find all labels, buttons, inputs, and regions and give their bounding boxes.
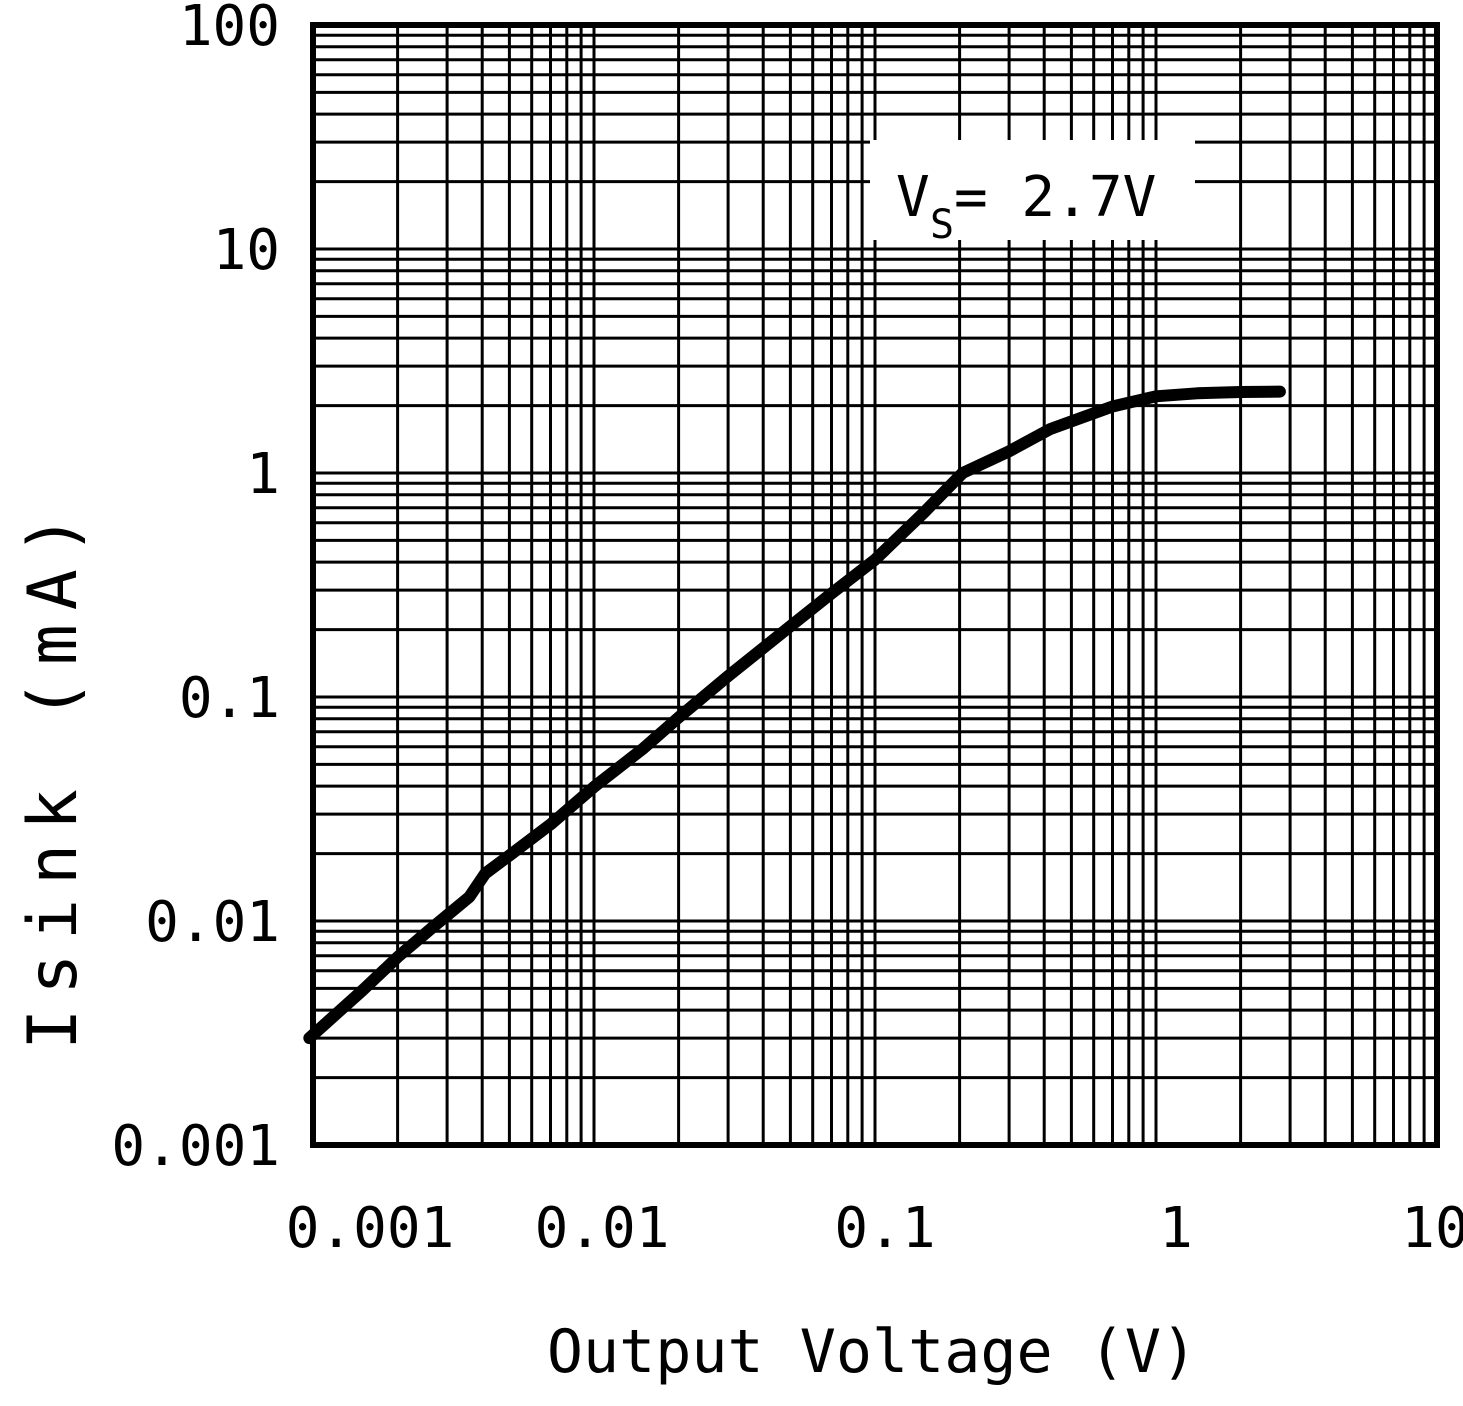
x-tick-label: 0.01 bbox=[535, 1196, 670, 1261]
y-axis-tick-labels: 0.001 0.01 0.1 1 10 100 bbox=[111, 0, 280, 1179]
x-tick-label: 10 bbox=[1401, 1196, 1463, 1261]
y-tick-label: 0.001 bbox=[111, 1114, 280, 1179]
y-tick-label: 100 bbox=[179, 0, 280, 59]
x-axis-title: Output Voltage (V) bbox=[547, 1317, 1197, 1387]
y-axis-title: Isink (mA) bbox=[14, 500, 93, 1049]
y-tick-label: 1 bbox=[246, 442, 280, 507]
x-tick-label: 0.1 bbox=[834, 1196, 935, 1261]
annotation-value: = 2.7V bbox=[954, 165, 1156, 230]
annotation-variable: V bbox=[896, 165, 930, 230]
y-tick-label: 0.01 bbox=[145, 890, 280, 955]
x-tick-label: 1 bbox=[1159, 1196, 1193, 1261]
x-tick-label: 0.001 bbox=[286, 1196, 455, 1261]
y-tick-label: 10 bbox=[213, 218, 280, 283]
annotation-background bbox=[870, 140, 1195, 240]
data-curve bbox=[303, 385, 1286, 1045]
y-tick-label: 0.1 bbox=[179, 666, 280, 731]
annotation-subscript: S bbox=[930, 202, 954, 248]
annotation-vs-label: V S = 2.7V bbox=[870, 140, 1195, 248]
x-axis-tick-labels: 0.001 0.01 0.1 1 10 bbox=[286, 1196, 1463, 1261]
plot-border bbox=[310, 22, 1440, 1148]
